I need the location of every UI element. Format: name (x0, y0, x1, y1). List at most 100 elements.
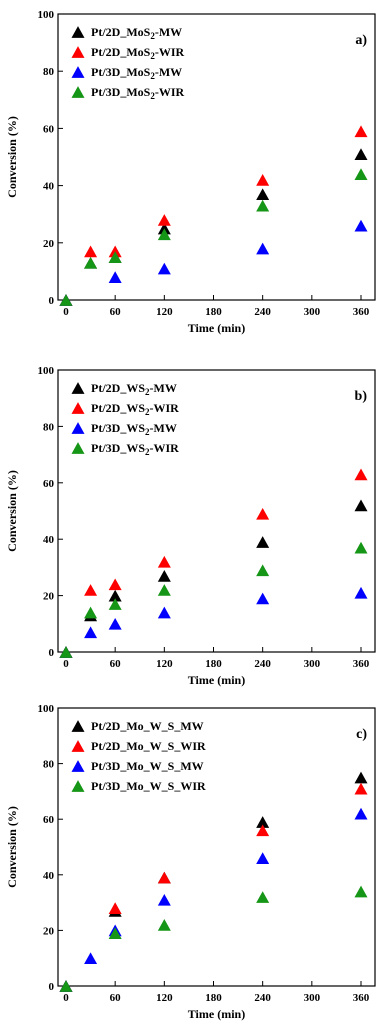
panel-label: c) (356, 727, 367, 742)
plot-frame (57, 369, 376, 653)
data-point (84, 584, 98, 596)
legend-marker (71, 442, 85, 454)
data-point (354, 499, 368, 512)
data-point (108, 589, 122, 602)
data-point (84, 626, 98, 639)
y-tick-label: 80 (43, 421, 55, 433)
x-tick-label: 360 (353, 658, 370, 670)
data-point (354, 586, 368, 599)
x-tick-label: 300 (304, 306, 321, 318)
legend-label: Pt/3D_MoS2-WIR (91, 85, 184, 101)
data-point (354, 782, 368, 795)
y-tick-label: 60 (43, 123, 55, 135)
data-point (157, 871, 171, 884)
x-tick-label: 180 (205, 306, 222, 318)
data-point (354, 148, 368, 160)
legend-marker (71, 86, 85, 98)
legend-marker (71, 66, 85, 78)
y-tick-label: 80 (43, 66, 55, 78)
data-point (256, 816, 270, 828)
y-tick-label: 20 (43, 925, 55, 937)
x-tick-label: 300 (304, 658, 321, 670)
y-tick-label: 40 (43, 181, 55, 193)
data-point (256, 891, 270, 903)
x-axis-title: Time (min) (188, 673, 245, 687)
data-point (256, 852, 270, 864)
data-point (354, 771, 368, 784)
data-point (354, 807, 368, 820)
data-point (84, 245, 98, 258)
plot-frame (57, 13, 376, 301)
legend-marker (71, 422, 85, 434)
x-tick-label: 240 (254, 306, 271, 318)
data-point (354, 125, 368, 138)
data-point (84, 606, 98, 619)
legend-marker (71, 780, 85, 792)
x-tick-label: 240 (254, 658, 271, 670)
x-tick-label: 120 (156, 306, 173, 318)
legend-label: Pt/2D_WS2-WIR (91, 401, 179, 417)
y-tick-label: 60 (43, 478, 55, 490)
legend-marker (71, 740, 85, 752)
x-axis-title: Time (min) (188, 1007, 245, 1021)
data-point (354, 541, 368, 554)
y-tick-label: 0 (49, 295, 55, 307)
data-point (59, 646, 73, 658)
y-tick-label: 20 (43, 238, 55, 250)
x-tick-label: 120 (156, 992, 173, 1004)
y-tick-label: 100 (38, 365, 55, 377)
data-point (108, 578, 122, 591)
data-point (256, 199, 270, 212)
y-tick-label: 40 (43, 870, 55, 882)
legend-label: Pt/2D_WS2-MW (91, 381, 177, 397)
legend-label: Pt/3D_MoS2-MW (91, 65, 182, 81)
legend-marker (71, 402, 85, 414)
y-tick-label: 0 (49, 647, 55, 659)
legend-marker (71, 760, 85, 772)
data-point (256, 536, 270, 548)
data-point (354, 468, 368, 481)
data-point (108, 927, 122, 940)
data-point (157, 555, 171, 568)
y-tick-label: 80 (43, 759, 55, 771)
data-point (256, 174, 270, 186)
data-point (157, 214, 171, 226)
x-tick-label: 180 (205, 658, 222, 670)
data-point (108, 598, 122, 610)
x-tick-label: 60 (110, 306, 122, 318)
x-tick-label: 300 (304, 992, 321, 1004)
chart-panel-3: 0 20 40 60 80 100 0 60 120 180 240 300 360 Time (min)… (5, 703, 376, 1021)
data-point (59, 294, 73, 306)
panel-label: b) (355, 389, 368, 404)
data-point (108, 617, 122, 630)
legend-label: Pt/3D_WS2-MW (91, 421, 177, 437)
panel-label: a) (355, 33, 367, 48)
x-tick-label: 180 (205, 992, 222, 1004)
data-point (256, 507, 270, 520)
data-point (157, 262, 171, 275)
legend-label: Pt/2D_MoS2-WIR (91, 45, 184, 61)
data-point (84, 952, 98, 965)
chart-panel-1: 0 20 40 60 80 100 0 60 120 180 240 300 360 Time (min)… (5, 9, 376, 335)
legend-marker (71, 26, 85, 38)
data-point (157, 918, 171, 931)
data-point (256, 564, 270, 577)
plot-frame (57, 707, 376, 987)
data-point (256, 824, 270, 837)
legend-label: Pt/3D_WS2-WIR (91, 441, 179, 457)
x-tick-label: 360 (353, 992, 370, 1004)
x-tick-label: 60 (110, 658, 122, 670)
legend-marker (71, 46, 85, 58)
y-tick-label: 60 (43, 814, 55, 826)
y-tick-label: 20 (43, 591, 55, 603)
data-point (256, 242, 270, 255)
x-tick-label: 60 (110, 992, 122, 1004)
legend-label: Pt/3D_Mo_W_S_MW (91, 759, 204, 773)
legend-label: Pt/2D_MoS2-MW (91, 25, 182, 41)
data-point (108, 902, 122, 915)
data-point (354, 168, 368, 181)
data-point (256, 188, 270, 201)
y-tick-label: 100 (38, 703, 55, 715)
legend-label: Pt/2D_Mo_W_S_WIR (91, 739, 206, 753)
